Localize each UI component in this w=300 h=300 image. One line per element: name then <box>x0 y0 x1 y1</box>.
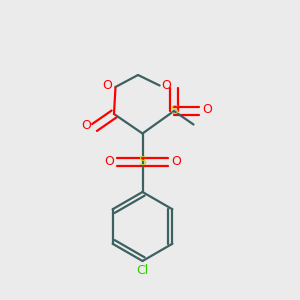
Text: O: O <box>202 103 212 116</box>
Text: O: O <box>81 119 91 133</box>
Text: Cl: Cl <box>136 263 148 277</box>
Text: S: S <box>139 155 146 169</box>
Text: O: O <box>102 79 112 92</box>
Text: S: S <box>170 104 178 118</box>
Text: O: O <box>171 155 181 168</box>
Text: O: O <box>104 155 114 168</box>
Text: O: O <box>162 79 171 92</box>
